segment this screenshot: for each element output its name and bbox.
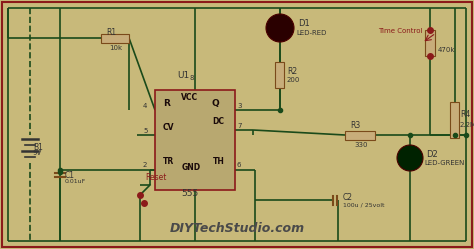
Text: TR: TR xyxy=(163,157,174,166)
Text: C2: C2 xyxy=(343,193,353,202)
Circle shape xyxy=(266,14,294,42)
Text: Time Control: Time Control xyxy=(378,28,422,34)
Text: VCC: VCC xyxy=(181,93,198,102)
Bar xyxy=(425,30,435,56)
Bar xyxy=(345,130,375,139)
Circle shape xyxy=(397,145,423,171)
Text: 330: 330 xyxy=(354,142,367,148)
Text: GND: GND xyxy=(182,163,201,172)
Text: R3: R3 xyxy=(350,121,360,130)
Text: 0.01uF: 0.01uF xyxy=(65,179,86,184)
Text: Reset: Reset xyxy=(145,173,166,182)
Text: R1: R1 xyxy=(106,28,116,37)
Text: 3: 3 xyxy=(237,103,241,109)
Text: D2: D2 xyxy=(426,150,438,159)
Text: R: R xyxy=(163,99,170,108)
Bar xyxy=(101,34,129,43)
Text: C1: C1 xyxy=(65,171,75,180)
Text: 200: 200 xyxy=(287,77,301,83)
Text: 8: 8 xyxy=(190,75,194,81)
Text: D1: D1 xyxy=(298,19,310,28)
Text: R4: R4 xyxy=(460,110,470,119)
Text: B1: B1 xyxy=(33,143,43,152)
Bar xyxy=(450,102,459,138)
Text: DIYTechStudio.com: DIYTechStudio.com xyxy=(169,222,305,235)
Text: LED-RED: LED-RED xyxy=(296,30,327,36)
Text: 9V: 9V xyxy=(33,150,42,156)
Text: 4: 4 xyxy=(143,103,147,109)
Text: 470k: 470k xyxy=(438,47,456,53)
Text: 5: 5 xyxy=(143,128,147,134)
Text: 2: 2 xyxy=(143,162,147,168)
Text: CV: CV xyxy=(163,123,174,132)
Bar xyxy=(275,62,284,88)
Text: DC: DC xyxy=(212,117,224,126)
Text: 100u / 25volt: 100u / 25volt xyxy=(343,202,384,207)
Text: U1: U1 xyxy=(177,71,189,80)
Text: TH: TH xyxy=(213,157,225,166)
Bar xyxy=(155,90,235,190)
Text: LED-GREEN: LED-GREEN xyxy=(424,160,465,166)
Text: 6: 6 xyxy=(237,162,241,168)
Text: 10k: 10k xyxy=(109,45,122,51)
Text: 7: 7 xyxy=(237,123,241,129)
Text: 555: 555 xyxy=(181,189,198,198)
Text: Q: Q xyxy=(212,99,220,108)
Text: 2.2M: 2.2M xyxy=(460,122,474,128)
Text: R2: R2 xyxy=(287,67,297,76)
